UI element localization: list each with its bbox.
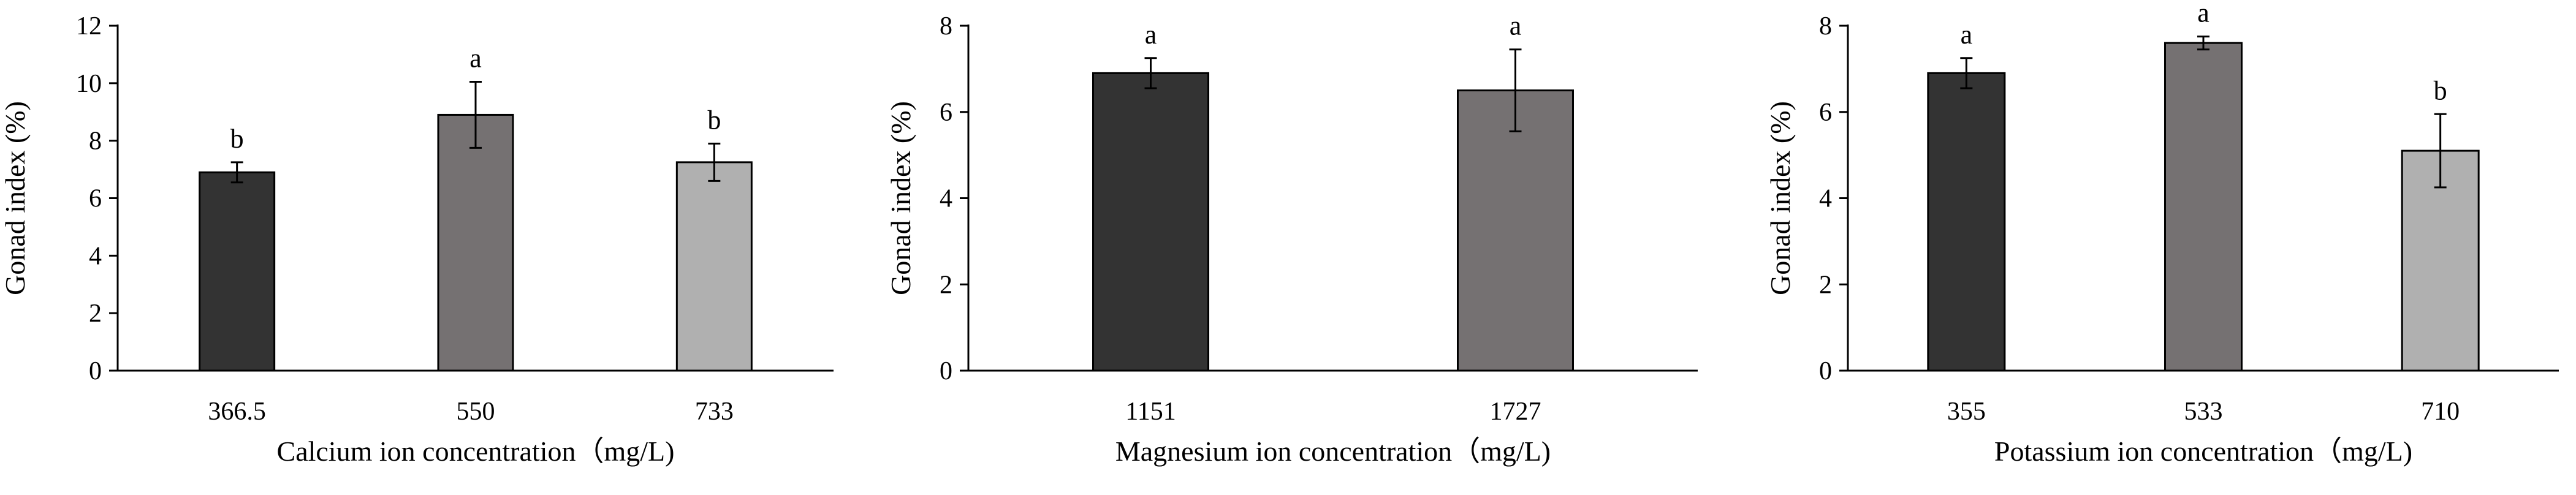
potassium-y-tick-label: 6: [1819, 99, 1832, 127]
magnesium-y-tick-label: 8: [940, 12, 952, 40]
potassium-x-tick-label-2: 710: [2421, 398, 2460, 426]
magnesium-x-tick-label-0: 1151: [1125, 398, 1176, 426]
magnesium-y-tick-label: 2: [940, 271, 952, 299]
potassium-chart-panel: 0 2 4 6 8 Gonad index (%) a 355 a 533 b 710 Potassiu…: [1765, 0, 2559, 467]
potassium-y-axis-title: Gonad index (%): [1765, 101, 1796, 295]
calcium-y-tick-label: 6: [89, 185, 102, 213]
calcium-y-tick-label: 10: [76, 70, 102, 98]
magnesium-chart-panel: 0 2 4 6 8 Gonad index (%) a 1151 a 1727 Magnesium …: [885, 11, 1698, 467]
magnesium-x-tick-label-1: 1727: [1490, 398, 1541, 426]
magnesium-bar-0: [1092, 72, 1209, 372]
calcium-bar-1: [437, 113, 514, 372]
potassium-x-axis-title: Potassium ion concentration（mg/L): [1994, 436, 2412, 467]
calcium-x-tick-label-0: 366.5: [208, 398, 266, 426]
magnesium-x-axis-title: Magnesium ion concentration（mg/L): [1115, 436, 1551, 467]
calcium-significance-letter-2: b: [707, 105, 721, 135]
calcium-y-tick-label: 12: [76, 12, 102, 40]
potassium-significance-letter-0: a: [1961, 20, 1973, 50]
calcium-x-tick-label-2: 733: [695, 398, 734, 426]
calcium-y-tick-label: 0: [89, 357, 102, 385]
calcium-bar-0: [199, 171, 276, 372]
potassium-y-tick-label: 4: [1819, 185, 1832, 213]
potassium-y-tick-label: 2: [1819, 271, 1832, 299]
calcium-significance-letter-0: b: [230, 124, 244, 154]
magnesium-y-axis-title: Gonad index (%): [885, 101, 916, 295]
calcium-bar-2: [675, 161, 753, 372]
potassium-significance-letter-2: b: [2434, 75, 2447, 105]
magnesium-significance-letter-0: a: [1145, 20, 1157, 50]
potassium-y-tick-label: 8: [1819, 12, 1832, 40]
magnesium-significance-letter-1: a: [1510, 11, 1522, 41]
calcium-significance-letter-1: a: [469, 43, 482, 73]
magnesium-y-tick-label: 4: [940, 185, 952, 213]
magnesium-y-tick-label: 0: [940, 357, 952, 385]
magnesium-bar-1: [1457, 89, 1574, 372]
calcium-y-tick-label: 4: [89, 242, 102, 270]
magnesium-y-tick-label: 6: [940, 99, 952, 127]
calcium-chart-panel: 0 2 4 6 8 10 12 Gonad index (%) b 366.5 a 550 b 733 Ca…: [0, 12, 834, 467]
calcium-x-tick-label-1: 550: [457, 398, 495, 426]
potassium-x-tick-label-1: 533: [2184, 398, 2223, 426]
calcium-y-axis-title: Gonad index (%): [0, 101, 31, 295]
calcium-y-tick-label: 2: [89, 300, 102, 328]
potassium-x-tick-label-0: 355: [1947, 398, 1986, 426]
potassium-bar-1: [2164, 42, 2243, 372]
calcium-y-tick-label: 8: [89, 127, 102, 156]
potassium-y-tick-label: 0: [1819, 357, 1832, 385]
calcium-x-axis-title: Calcium ion concentration（mg/L): [277, 436, 675, 467]
potassium-bar-0: [1927, 72, 2006, 372]
potassium-significance-letter-1: a: [2197, 0, 2209, 28]
